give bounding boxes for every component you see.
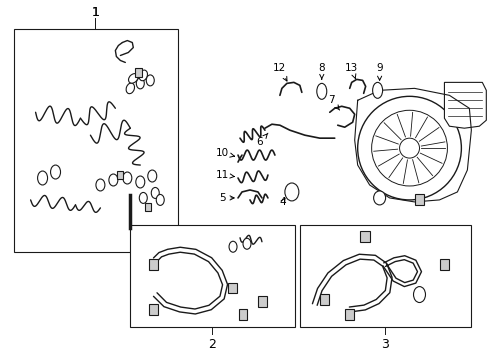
FancyBboxPatch shape bbox=[258, 296, 267, 307]
Ellipse shape bbox=[151, 188, 159, 198]
Ellipse shape bbox=[372, 82, 382, 98]
Ellipse shape bbox=[50, 165, 61, 179]
FancyBboxPatch shape bbox=[345, 309, 353, 320]
Text: 8: 8 bbox=[318, 63, 325, 79]
Text: 12: 12 bbox=[273, 63, 286, 81]
Ellipse shape bbox=[373, 191, 385, 205]
FancyBboxPatch shape bbox=[359, 231, 369, 242]
Text: 13: 13 bbox=[345, 63, 358, 79]
Ellipse shape bbox=[228, 241, 237, 252]
Text: 3: 3 bbox=[380, 338, 388, 351]
Polygon shape bbox=[444, 82, 486, 128]
Ellipse shape bbox=[147, 170, 157, 182]
Ellipse shape bbox=[122, 172, 132, 184]
Ellipse shape bbox=[138, 71, 148, 80]
Circle shape bbox=[357, 96, 461, 200]
FancyBboxPatch shape bbox=[227, 283, 236, 293]
Ellipse shape bbox=[38, 171, 47, 185]
FancyBboxPatch shape bbox=[238, 309, 247, 320]
Ellipse shape bbox=[413, 287, 425, 302]
Text: 9: 9 bbox=[376, 63, 382, 80]
Text: 6: 6 bbox=[256, 133, 267, 147]
Ellipse shape bbox=[145, 76, 155, 85]
Ellipse shape bbox=[136, 78, 144, 89]
Ellipse shape bbox=[285, 183, 298, 201]
Bar bbox=[299, 225, 470, 328]
Ellipse shape bbox=[129, 73, 137, 84]
Ellipse shape bbox=[156, 194, 164, 206]
FancyBboxPatch shape bbox=[148, 259, 158, 270]
Bar bbox=[14, 28, 178, 252]
Text: 10: 10 bbox=[215, 148, 234, 158]
Text: 2: 2 bbox=[208, 338, 216, 351]
Bar bbox=[130, 225, 294, 328]
Text: 1: 1 bbox=[91, 6, 99, 19]
Text: 7: 7 bbox=[328, 95, 339, 110]
Text: 4: 4 bbox=[279, 197, 285, 207]
Ellipse shape bbox=[243, 238, 250, 249]
FancyBboxPatch shape bbox=[320, 294, 328, 305]
Text: 1: 1 bbox=[91, 6, 99, 19]
Ellipse shape bbox=[109, 174, 118, 186]
Ellipse shape bbox=[125, 84, 135, 93]
Circle shape bbox=[399, 138, 419, 158]
Ellipse shape bbox=[316, 84, 326, 99]
FancyBboxPatch shape bbox=[135, 68, 142, 77]
Ellipse shape bbox=[96, 179, 105, 191]
FancyBboxPatch shape bbox=[117, 171, 123, 179]
FancyBboxPatch shape bbox=[148, 304, 158, 315]
Text: 11: 11 bbox=[215, 170, 234, 180]
FancyBboxPatch shape bbox=[414, 194, 424, 206]
Text: 5: 5 bbox=[218, 193, 234, 203]
Ellipse shape bbox=[136, 176, 144, 188]
Ellipse shape bbox=[139, 193, 147, 203]
FancyBboxPatch shape bbox=[439, 259, 448, 270]
Circle shape bbox=[371, 110, 447, 186]
FancyBboxPatch shape bbox=[145, 203, 151, 211]
